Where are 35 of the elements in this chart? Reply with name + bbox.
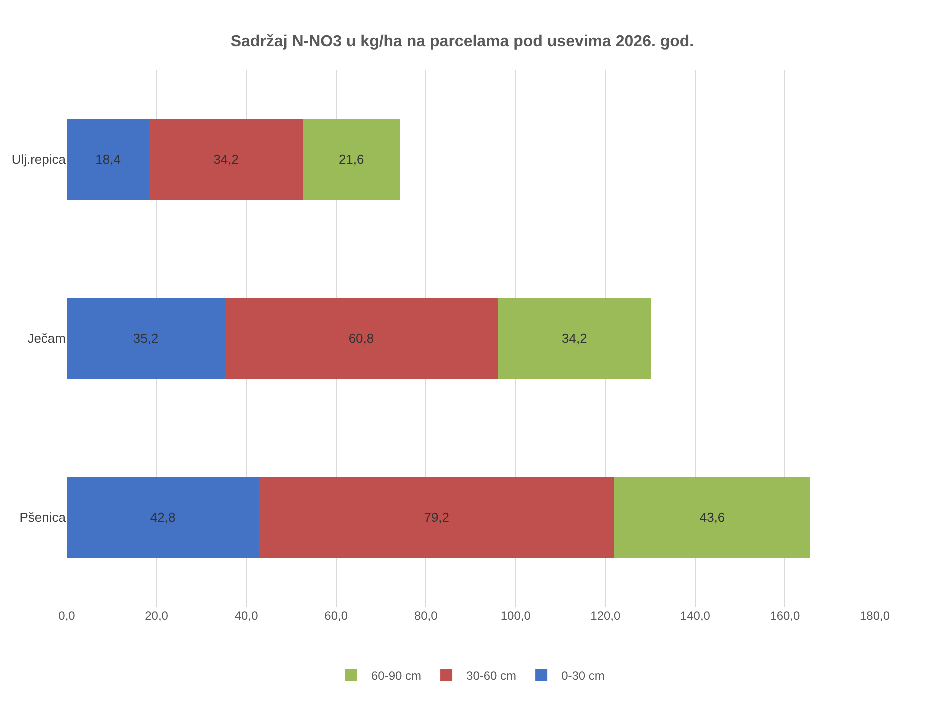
bar bbox=[225, 298, 498, 379]
data-label: 34,2 bbox=[562, 331, 588, 346]
bar bbox=[259, 477, 615, 558]
data-label: 21,6 bbox=[338, 152, 364, 168]
y-tick-label: Pšenica bbox=[20, 510, 67, 526]
y-tick-label: Ječam bbox=[28, 331, 66, 346]
x-tick-label: 0,0 bbox=[58, 609, 76, 623]
x-tick-label: 160,0 bbox=[770, 609, 801, 623]
legend-label: 30-60 cm bbox=[466, 668, 517, 683]
legend-label: 0-30 cm bbox=[562, 668, 605, 683]
bar bbox=[498, 298, 652, 379]
data-label: 60,8 bbox=[348, 331, 374, 346]
bar bbox=[614, 477, 810, 558]
data-label: 79,2 bbox=[424, 510, 450, 526]
bar bbox=[67, 119, 150, 200]
x-tick-label: 20,0 bbox=[145, 609, 169, 623]
data-label: 35,2 bbox=[133, 331, 159, 346]
data-label: 18,4 bbox=[96, 152, 121, 168]
x-tick-label: 40,0 bbox=[234, 609, 259, 623]
x-tick-label: 60,0 bbox=[324, 609, 348, 623]
data-label: 34,2 bbox=[214, 152, 240, 168]
y-tick-label: Ulj.repica bbox=[12, 152, 67, 168]
chart-title: Sadržaj N-NO3 u kg/ha na parcelama pod usevima 2026. god. bbox=[230, 33, 694, 50]
legend-label: 60-90 cm bbox=[372, 668, 422, 683]
x-tick-label: 120,0 bbox=[590, 609, 622, 623]
x-tick-label: 180,0 bbox=[860, 609, 890, 623]
bar bbox=[303, 119, 400, 200]
x-tick-label: 80,0 bbox=[414, 609, 438, 623]
data-label: 43,6 bbox=[700, 510, 726, 526]
bar bbox=[67, 298, 226, 379]
x-tick-label: 100,0 bbox=[500, 609, 532, 623]
bar bbox=[150, 119, 304, 200]
data-label: 42,8 bbox=[150, 510, 176, 526]
bar bbox=[67, 477, 260, 558]
x-tick-label: 140,0 bbox=[680, 609, 711, 623]
